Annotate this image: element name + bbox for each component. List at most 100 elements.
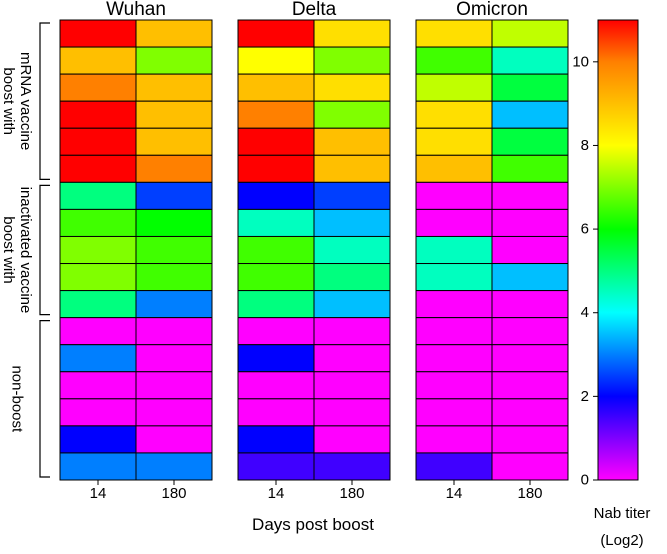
heatmap-cell	[415, 46, 493, 75]
heatmap-cell	[237, 290, 315, 319]
heatmap-cell	[59, 154, 137, 183]
heatmap-cell	[135, 263, 213, 292]
panel-delta: Delta 14 180	[237, 0, 391, 502]
row-group-label: mRNA vaccine	[17, 52, 34, 150]
heatmap-cell	[491, 371, 569, 400]
heatmap-cell	[59, 263, 137, 292]
heatmap-cell	[313, 46, 391, 75]
heatmap-cell	[135, 181, 213, 210]
heatmap-cell	[59, 452, 137, 481]
panel-title: Omicron	[456, 0, 528, 20]
heatmap-cell	[415, 73, 493, 102]
heatmap-cell	[491, 290, 569, 319]
heatmap-cell	[415, 181, 493, 210]
heatmap-cell	[313, 344, 391, 373]
row-group-label: boost with	[0, 216, 17, 284]
heatmap-cell	[135, 46, 213, 75]
heatmap-cell	[59, 46, 137, 75]
heatmap-cell	[135, 127, 213, 156]
heatmap-cell	[313, 19, 391, 48]
heatmap-cell	[135, 154, 213, 183]
heatmap-cell	[237, 317, 315, 346]
heatmap-cell	[237, 19, 315, 48]
colorbar-gradient	[597, 19, 639, 481]
row-group-label: non-boost	[9, 365, 26, 433]
heatmap-cell	[135, 290, 213, 319]
heatmap-cell	[237, 208, 315, 237]
heatmap-cell	[415, 290, 493, 319]
panel-wuhan: Wuhan 14 180	[59, 0, 213, 502]
heatmap-cell	[237, 46, 315, 75]
heatmap-cell	[491, 100, 569, 129]
heatmap-cell	[59, 317, 137, 346]
heatmap-cell	[415, 208, 493, 237]
heatmap-cell	[237, 100, 315, 129]
colorbar: 0 2 4 6 8 10 Nab titer (Log2)	[572, 19, 650, 549]
colorbar-tick-label: 0	[581, 472, 589, 489]
heatmap-cell	[59, 344, 137, 373]
heatmap-cell	[415, 452, 493, 481]
row-group-label: boost with	[0, 67, 17, 135]
heatmap-cell	[313, 290, 391, 319]
heatmap-cell	[59, 425, 137, 454]
heatmap-cell	[313, 181, 391, 210]
heatmap-cell	[313, 154, 391, 183]
heatmap-cell	[415, 154, 493, 183]
panel-title: Wuhan	[106, 0, 166, 20]
heatmap-cell	[491, 208, 569, 237]
heatmap-cell	[237, 154, 315, 183]
heatmap-cell	[491, 317, 569, 346]
row-group-3: non-boost	[9, 320, 50, 478]
heatmap-cell	[135, 344, 213, 373]
heatmap-cell	[135, 452, 213, 481]
heatmap-cell	[135, 317, 213, 346]
heatmap-cell	[313, 398, 391, 427]
x-tick-label: 180	[161, 485, 186, 502]
heatmap-cell	[491, 398, 569, 427]
heatmap-cell	[237, 398, 315, 427]
heatmap-cell	[237, 235, 315, 265]
heatmap-cell	[59, 100, 137, 129]
heatmap-cell	[237, 263, 315, 292]
heatmap-cell	[237, 452, 315, 481]
heatmap-cell	[313, 127, 391, 156]
heatmap-cell	[491, 19, 569, 48]
row-group-bracket	[39, 22, 50, 180]
heatmap-cell	[59, 73, 137, 102]
x-axis-label: Days post boost	[252, 515, 374, 534]
row-group-label: inactivated vaccine	[17, 187, 34, 314]
heatmap-cell	[491, 127, 569, 156]
heatmap-cell	[415, 344, 493, 373]
heatmap-cell	[135, 425, 213, 454]
heatmap-cell	[135, 371, 213, 400]
heatmap-cell	[135, 19, 213, 48]
colorbar-tick-label: 10	[572, 53, 589, 70]
heatmap-panels: Wuhan 14 180 Delta 14 180 Omicron 14 180	[59, 0, 569, 502]
heatmap-cell	[313, 371, 391, 400]
heatmap-cell	[313, 452, 391, 481]
heatmap-cell	[135, 73, 213, 102]
x-tick-label: 14	[268, 485, 285, 502]
heatmap-cell	[415, 127, 493, 156]
heatmap-cell	[59, 371, 137, 400]
row-group-bracket	[39, 184, 50, 316]
colorbar-tick-label: 8	[581, 137, 589, 154]
heatmap-cell	[491, 425, 569, 454]
x-tick-label: 180	[339, 485, 364, 502]
heatmap-cell	[59, 19, 137, 48]
heatmap-cell	[491, 154, 569, 183]
heatmap-cell	[415, 100, 493, 129]
heatmap-cell	[313, 263, 391, 292]
heatmap-cell	[491, 263, 569, 292]
heatmap-cell	[313, 425, 391, 454]
row-group-bracket	[39, 320, 50, 478]
heatmap-cell	[491, 344, 569, 373]
heatmap-cell	[135, 100, 213, 129]
row-group-2: boost with inactivated vaccine	[0, 184, 50, 316]
heatmap-cell	[415, 263, 493, 292]
heatmap-cell	[491, 452, 569, 481]
heatmap-cell	[59, 290, 137, 319]
colorbar-tick-label: 6	[581, 221, 589, 238]
